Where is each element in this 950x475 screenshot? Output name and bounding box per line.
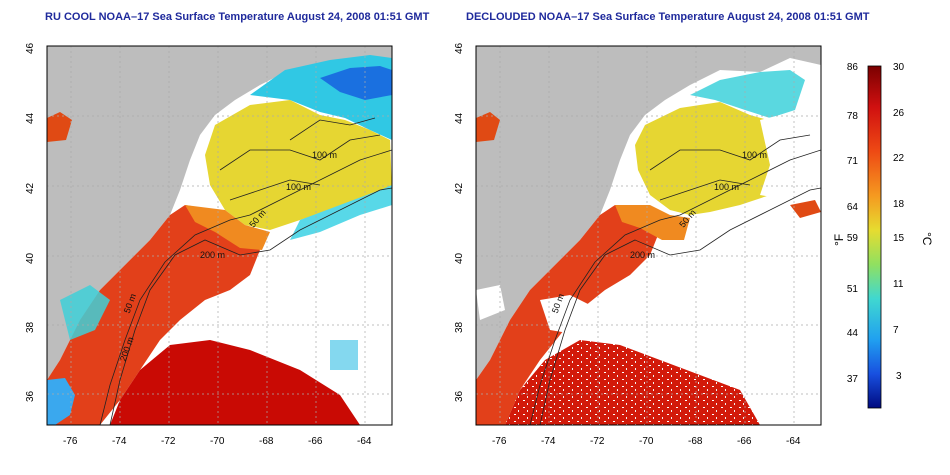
lat-tick-label: 44 — [454, 112, 465, 124]
right-bathymetry-contours — [529, 134, 821, 425]
colorbar-c-label: 30 — [893, 62, 905, 73]
lon-tick-label: -64 — [786, 436, 801, 447]
lon-tick-label: -76 — [63, 436, 78, 447]
lon-tick-label: -74 — [112, 436, 127, 447]
left-map-area: 100 m 100 m 50 m 200 m 50 m 200 m — [47, 46, 392, 425]
lon-tick-label: -66 — [737, 436, 752, 447]
colorbar-c-label: 3 — [896, 371, 902, 382]
lon-tick-label: -72 — [590, 436, 605, 447]
lon-tick-label: -68 — [259, 436, 274, 447]
contour-label: 100 m — [742, 150, 767, 160]
lon-tick-label: -76 — [492, 436, 507, 447]
lon-tick-label: -70 — [639, 436, 654, 447]
colorbar-f-label: 71 — [847, 156, 859, 167]
colorbar-c-label: 22 — [893, 153, 905, 164]
cloud-edge-patch — [330, 340, 358, 370]
left-lat-ticks: 46 44 42 40 38 36 — [25, 42, 36, 402]
shelf-orange-band — [185, 205, 270, 250]
lat-tick-label: 38 — [25, 321, 36, 333]
offshore-warm-patch — [790, 200, 821, 218]
colorbar-c-label: 7 — [893, 325, 899, 336]
colorbar-f-label: 64 — [847, 202, 859, 213]
right-map-area: 100 m 100 m 50 m 200 m 50 m — [476, 46, 821, 425]
masked-cloud-region — [540, 295, 600, 335]
cold-coastal-patch — [47, 378, 75, 425]
north-blue-water — [320, 66, 392, 100]
colorbar-c-label: 18 — [893, 199, 905, 210]
left-map-title: RU COOL NOAA–17 Sea Surface Temperature … — [45, 11, 430, 23]
colorbar-f-label: 59 — [847, 233, 859, 244]
lat-tick-label: 42 — [25, 182, 36, 194]
contour-label: 200 m — [200, 250, 225, 260]
colorbar-f-label: 51 — [847, 284, 859, 295]
colorbar-f-label: 86 — [847, 62, 859, 73]
lon-tick-label: -68 — [688, 436, 703, 447]
left-bathymetry-contours — [99, 117, 392, 425]
colorbar-celsius-unit: °C — [920, 232, 934, 246]
offshore-warm-patch — [476, 112, 500, 142]
lat-tick-label: 44 — [25, 112, 36, 124]
lat-tick-label: 36 — [454, 390, 465, 402]
right-map-title: DECLOUDED NOAA–17 Sea Surface Temperatur… — [466, 11, 870, 23]
colorbar-c-label: 15 — [893, 233, 905, 244]
right-map-frame — [475, 45, 822, 426]
lon-tick-label: -72 — [161, 436, 176, 447]
colorbar-f-ticks: 86 78 71 64 59 51 44 37 — [847, 62, 859, 385]
left-map-frame — [46, 45, 393, 426]
contour-label: 100 m — [714, 182, 739, 192]
lat-tick-label: 46 — [25, 42, 36, 54]
colorbar-f-label: 44 — [847, 328, 859, 339]
lat-tick-label: 36 — [25, 390, 36, 402]
gulf-stream-hot — [47, 340, 360, 425]
colorbar-c-label: 11 — [893, 279, 904, 290]
right-lon-ticks: -76 -74 -72 -70 -68 -66 -64 — [492, 436, 801, 447]
warm-shelf-water — [47, 205, 260, 425]
lon-tick-label: -66 — [308, 436, 323, 447]
land-mass — [47, 46, 392, 380]
lat-tick-label: 40 — [454, 252, 465, 264]
right-grid — [476, 46, 821, 425]
lon-tick-label: -64 — [357, 436, 372, 447]
left-lon-ticks: -76 -74 -72 -70 -68 -66 -64 — [63, 436, 372, 447]
left-grid — [47, 46, 392, 425]
contour-label: 200 m — [630, 250, 655, 260]
colorbar-f-label: 37 — [847, 374, 859, 385]
offshore-warm-patch — [47, 112, 72, 142]
lat-tick-label: 42 — [454, 182, 465, 194]
right-lat-ticks: 46 44 42 40 38 36 — [454, 42, 465, 402]
lat-tick-label: 38 — [454, 321, 465, 333]
colorbar-f-label: 78 — [847, 111, 859, 122]
masked-cloud-region — [760, 110, 821, 200]
lat-tick-label: 46 — [454, 42, 465, 54]
masked-cloud-region — [476, 285, 505, 320]
contour-label: 100 m — [312, 150, 337, 160]
gulf-stream-hot — [505, 340, 760, 425]
colorbar-c-ticks: 30 26 22 18 15 11 7 3 — [893, 62, 905, 382]
shelf-orange-band — [615, 205, 690, 240]
lon-tick-label: -74 — [541, 436, 556, 447]
colorbar — [867, 65, 882, 409]
lat-tick-label: 40 — [25, 252, 36, 264]
colorbar-fahrenheit-unit: °F — [832, 234, 846, 246]
gulf-of-maine-water — [205, 100, 392, 230]
slope-cyan-band — [290, 185, 392, 240]
cold-coastal-patch-2 — [60, 285, 110, 340]
contour-label: 100 m — [286, 182, 311, 192]
north-cold-water — [690, 70, 805, 118]
lon-tick-label: -70 — [210, 436, 225, 447]
colorbar-c-label: 26 — [893, 108, 905, 119]
land-mass — [476, 46, 821, 380]
